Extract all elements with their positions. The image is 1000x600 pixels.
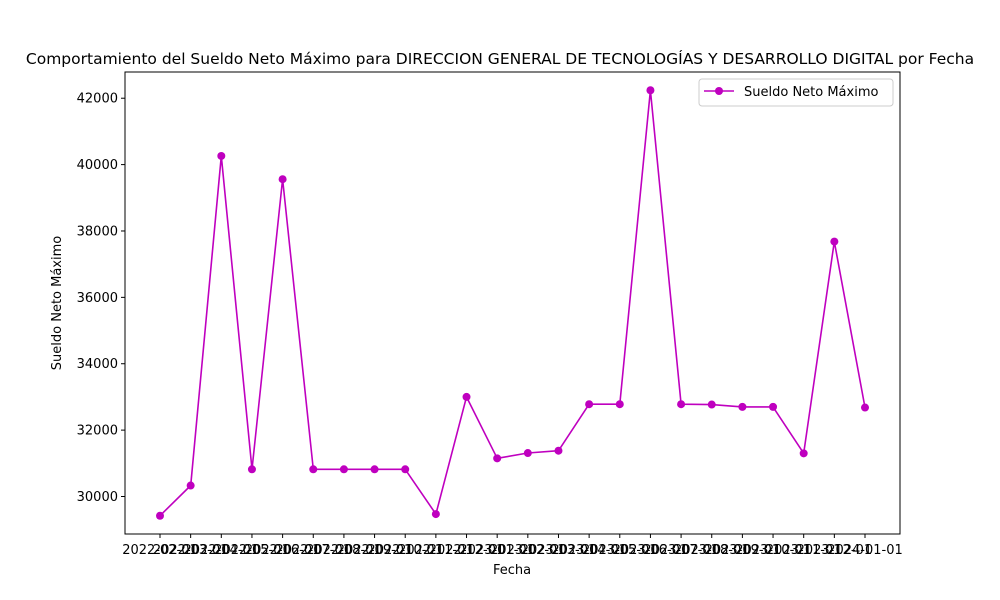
data-point — [309, 465, 318, 474]
x-tick-label: 2023-10-01 — [735, 543, 811, 558]
data-point — [646, 86, 655, 95]
x-tick-label: 2022-05-01 — [214, 543, 290, 558]
x-tick-label: 2022-03-01 — [153, 543, 229, 558]
x-tick-label: 2024-01-01 — [827, 543, 903, 558]
legend-point-marker — [715, 87, 723, 95]
data-point — [769, 402, 778, 411]
x-tick-label: 2023-05-01 — [582, 543, 658, 558]
data-point — [278, 175, 287, 184]
data-point — [799, 449, 808, 458]
x-tick-label: 2023-01-01 — [459, 543, 535, 558]
x-axis: 2022-02-012022-03-012022-04-012022-05-01… — [122, 534, 903, 558]
x-tick-label: 2023-11-01 — [766, 543, 842, 558]
y-tick-label: 34000 — [77, 357, 118, 372]
data-point — [523, 449, 532, 458]
data-point — [615, 400, 624, 409]
x-tick-label: 2023-02-01 — [490, 543, 566, 558]
y-tick-label: 42000 — [77, 92, 118, 107]
legend: Sueldo Neto Máximo — [698, 78, 894, 107]
data-point — [554, 446, 563, 455]
x-tick-label: 2022-02-01 — [122, 543, 198, 558]
data-point — [830, 237, 839, 246]
legend-label: Sueldo Neto Máximo — [744, 85, 878, 100]
y-tick-label: 30000 — [77, 490, 118, 505]
x-tick-label: 2023-07-01 — [643, 543, 719, 558]
x-axis-label: Fecha — [493, 563, 531, 578]
x-tick-label: 2023-12-01 — [797, 543, 873, 558]
y-axis: 30000 32000 34000 36000 38000 40000 42000 — [77, 92, 125, 505]
series-line — [159, 89, 866, 517]
x-tick-label: 2023-04-01 — [551, 543, 627, 558]
chart-title: Comportamiento del Sueldo Neto Máximo pa… — [26, 49, 974, 68]
data-point — [677, 400, 686, 409]
data-point — [462, 392, 471, 401]
data-point — [585, 400, 594, 409]
x-tick-label: 2023-08-01 — [674, 543, 750, 558]
x-tick-label: 2023-09-01 — [705, 543, 781, 558]
x-tick-label: 2023-03-01 — [521, 543, 597, 558]
data-point — [401, 465, 410, 474]
series-layer — [156, 86, 869, 520]
y-tick-label: 40000 — [77, 158, 118, 173]
data-point — [738, 402, 747, 411]
data-point — [186, 481, 195, 490]
data-point — [247, 465, 256, 474]
data-point — [493, 454, 502, 463]
data-point — [861, 403, 869, 412]
y-tick-label: 36000 — [77, 291, 118, 306]
x-tick-label: 2022-04-01 — [184, 543, 260, 558]
x-tick-label: 2022-08-01 — [306, 543, 382, 558]
x-tick-label: 2022-12-01 — [429, 543, 505, 558]
data-point — [370, 465, 379, 474]
x-tick-label: 2022-07-01 — [275, 543, 351, 558]
data-point — [156, 511, 164, 520]
x-tick-label: 2022-09-01 — [337, 543, 413, 558]
y-axis-label: Sueldo Neto Máximo — [50, 236, 65, 370]
y-tick-label: 32000 — [77, 424, 118, 439]
x-tick-label: 2022-10-01 — [367, 543, 443, 558]
plot-area — [124, 71, 901, 535]
data-point — [431, 510, 440, 519]
x-tick-label: 2022-11-01 — [398, 543, 474, 558]
data-point — [707, 400, 716, 409]
legend-box — [698, 78, 894, 107]
x-tick-label: 2023-06-01 — [613, 543, 689, 558]
data-point — [339, 465, 348, 474]
data-point — [217, 151, 226, 160]
y-tick-label: 38000 — [77, 224, 118, 239]
x-tick-label: 2022-06-01 — [245, 543, 321, 558]
